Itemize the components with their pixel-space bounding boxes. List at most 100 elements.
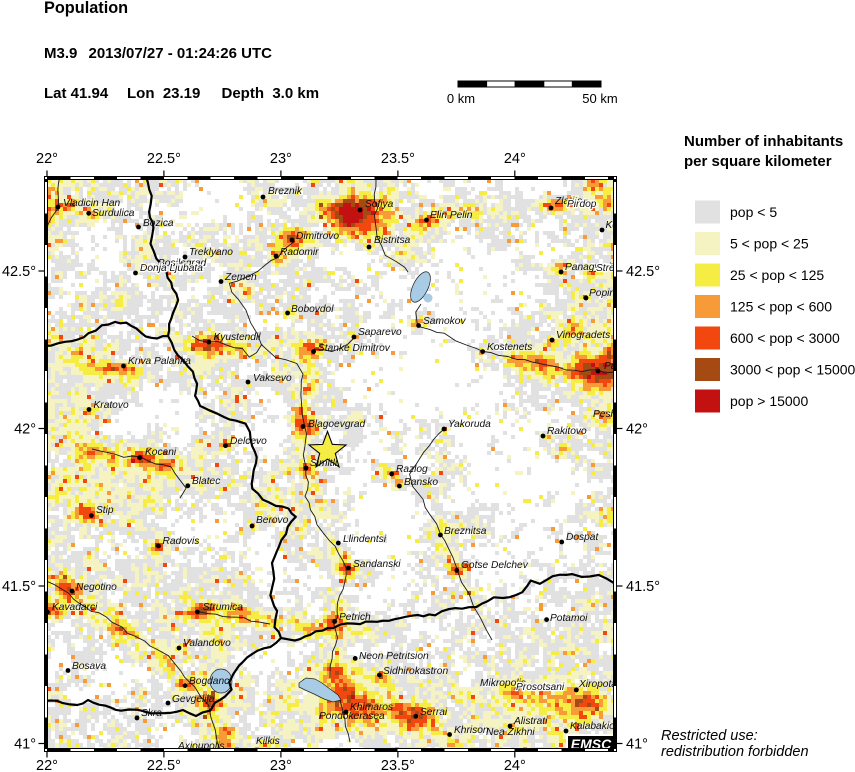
svg-text:Pirdop: Pirdop xyxy=(567,199,597,210)
svg-text:Samokov: Samokov xyxy=(423,316,466,327)
svg-text:Berovo: Berovo xyxy=(256,515,289,526)
svg-text:Lon 23.19: Lon 23.19 xyxy=(127,85,200,102)
svg-text:22.5°: 22.5° xyxy=(147,758,181,772)
svg-text:Mikropolis: Mikropolis xyxy=(480,678,526,689)
svg-text:Bosava: Bosava xyxy=(72,661,106,672)
svg-text:Stip: Stip xyxy=(96,505,114,516)
svg-text:23.5°: 23.5° xyxy=(381,151,415,167)
svg-text:Pondokerasea: Pondokerasea xyxy=(319,711,385,722)
svg-text:Bosilegrad: Bosilegrad xyxy=(158,258,206,269)
svg-text:22°: 22° xyxy=(36,758,58,772)
svg-text:5 < pop < 25: 5 < pop < 25 xyxy=(730,236,809,252)
svg-text:pop < 5: pop < 5 xyxy=(730,204,777,220)
svg-text:Population: Population xyxy=(44,0,128,17)
svg-text:Kyustendil: Kyustendil xyxy=(214,332,262,343)
svg-text:Depth 3.0 km: Depth 3.0 km xyxy=(222,85,320,102)
svg-text:Panagyurishte: Panagyurishte xyxy=(565,262,630,273)
svg-text:25 < pop < 125: 25 < pop < 125 xyxy=(730,267,824,283)
svg-text:41.5°: 41.5° xyxy=(2,579,36,595)
svg-text:Strumica: Strumica xyxy=(203,602,244,613)
svg-text:EMSC: EMSC xyxy=(571,736,612,752)
svg-text:Khimaros: Khimaros xyxy=(350,702,393,713)
svg-text:Axioupolis: Axioupolis xyxy=(177,741,224,752)
svg-text:42°: 42° xyxy=(14,422,36,438)
svg-text:42°: 42° xyxy=(626,422,648,438)
svg-text:Peshtera: Peshtera xyxy=(593,409,634,420)
svg-text:Popintsi: Popintsi xyxy=(589,288,626,299)
svg-text:Llindentsi: Llindentsi xyxy=(343,534,387,545)
svg-text:Skra: Skra xyxy=(141,708,162,719)
svg-text:23°: 23° xyxy=(270,151,292,167)
svg-text:Donja Ljubata: Donja Ljubata xyxy=(140,263,203,274)
svg-text:41.5°: 41.5° xyxy=(626,579,660,595)
svg-text:Gotse Delchev: Gotse Delchev xyxy=(461,560,529,571)
svg-text:22.5°: 22.5° xyxy=(147,151,181,167)
svg-text:Lat 41.94: Lat 41.94 xyxy=(44,85,109,102)
svg-text:41°: 41° xyxy=(626,737,648,753)
svg-text:Kriva Palanka: Kriva Palanka xyxy=(128,356,191,367)
svg-text:Alistrati: Alistrati xyxy=(513,716,548,727)
svg-text:Serrai: Serrai xyxy=(420,707,448,718)
svg-text:Strelcha: Strelcha xyxy=(596,263,634,274)
svg-text:600 < pop < 3000: 600 < pop < 3000 xyxy=(730,330,840,346)
svg-text:Surdulica: Surdulica xyxy=(92,208,135,219)
svg-text:24°: 24° xyxy=(504,758,526,772)
svg-text:Sandanski: Sandanski xyxy=(353,559,401,570)
svg-text:Number of inhabitants: Number of inhabitants xyxy=(684,133,843,150)
svg-text:41°: 41° xyxy=(14,737,36,753)
svg-text:Prosotsani: Prosotsani xyxy=(516,682,565,693)
svg-text:Radovis: Radovis xyxy=(163,536,200,547)
svg-text:Neon Petritsion: Neon Petritsion xyxy=(359,651,429,662)
svg-text:3000 < pop < 15000: 3000 < pop < 15000 xyxy=(730,362,855,378)
svg-text:Bogdanci: Bogdanci xyxy=(189,676,232,687)
svg-text:Gevgelija: Gevgelija xyxy=(172,694,215,705)
svg-text:Valandovo: Valandovo xyxy=(183,638,231,649)
svg-text:Bozica: Bozica xyxy=(143,218,174,229)
svg-text:Zemen: Zemen xyxy=(224,272,257,283)
svg-text:42.5°: 42.5° xyxy=(2,264,36,280)
svg-text:Kilkis: Kilkis xyxy=(256,736,280,747)
svg-text:Stanke Dimitrov: Stanke Dimitrov xyxy=(318,343,391,354)
svg-text:Blatec: Blatec xyxy=(192,476,220,487)
svg-text:Blagoevgrad: Blagoevgrad xyxy=(308,419,366,430)
svg-text:Elin Pelin: Elin Pelin xyxy=(430,210,473,221)
svg-text:Yakoruda: Yakoruda xyxy=(448,419,491,430)
svg-text:Treklyano: Treklyano xyxy=(189,247,233,258)
svg-text:Vinogradets: Vinogradets xyxy=(556,330,610,341)
svg-text:pop > 15000: pop > 15000 xyxy=(730,393,808,409)
svg-text:Koprivshtitsa: Koprivshtitsa xyxy=(606,220,665,231)
svg-text:23°: 23° xyxy=(270,758,292,772)
svg-text:Kostenets: Kostenets xyxy=(487,342,532,353)
svg-text:Sofiya: Sofiya xyxy=(365,199,394,210)
svg-text:Delcevo: Delcevo xyxy=(230,436,267,447)
svg-text:Negotino: Negotino xyxy=(76,582,117,593)
svg-text:Bistritsa: Bistritsa xyxy=(374,235,411,246)
svg-text:Kavadarci: Kavadarci xyxy=(52,602,98,613)
svg-text:Saparevo: Saparevo xyxy=(358,327,402,338)
svg-text:22°: 22° xyxy=(36,151,58,167)
svg-text:Rakitovo: Rakitovo xyxy=(547,426,587,437)
svg-text:2013/07/27 - 01:24:26 UTC: 2013/07/27 - 01:24:26 UTC xyxy=(89,45,273,62)
svg-text:0 km: 0 km xyxy=(447,91,475,106)
svg-text:Pazardzhik: Pazardzhik xyxy=(604,361,655,372)
svg-text:Kalabakion: Kalabakion xyxy=(570,721,621,732)
svg-text:Simitli: Simitli xyxy=(310,458,338,469)
svg-text:Petrich: Petrich xyxy=(339,612,371,623)
svg-text:Zlatitsa: Zlatitsa xyxy=(554,196,588,207)
svg-text:Vaksevo: Vaksevo xyxy=(253,373,292,384)
svg-text:redistribution forbidden: redistribution forbidden xyxy=(661,744,809,760)
svg-text:per square kilometer: per square kilometer xyxy=(684,153,832,170)
svg-text:Restricted use:: Restricted use: xyxy=(661,728,758,744)
svg-text:Kratovo: Kratovo xyxy=(94,400,129,411)
svg-text:Khrison: Khrison xyxy=(454,725,489,736)
svg-text:Razlog: Razlog xyxy=(396,464,428,475)
svg-text:24°: 24° xyxy=(504,151,526,167)
svg-text:Radomir: Radomir xyxy=(280,247,319,258)
svg-text:Vladicin Han: Vladicin Han xyxy=(63,198,121,209)
svg-text:Bansko: Bansko xyxy=(404,477,438,488)
svg-text:M3.9: M3.9 xyxy=(44,45,77,62)
svg-text:125 < pop < 600: 125 < pop < 600 xyxy=(730,299,832,315)
svg-text:23.5°: 23.5° xyxy=(381,758,415,772)
svg-text:Xiropotamos: Xiropotamos xyxy=(578,679,636,690)
svg-text:Sidhirokastron: Sidhirokastron xyxy=(383,666,448,677)
